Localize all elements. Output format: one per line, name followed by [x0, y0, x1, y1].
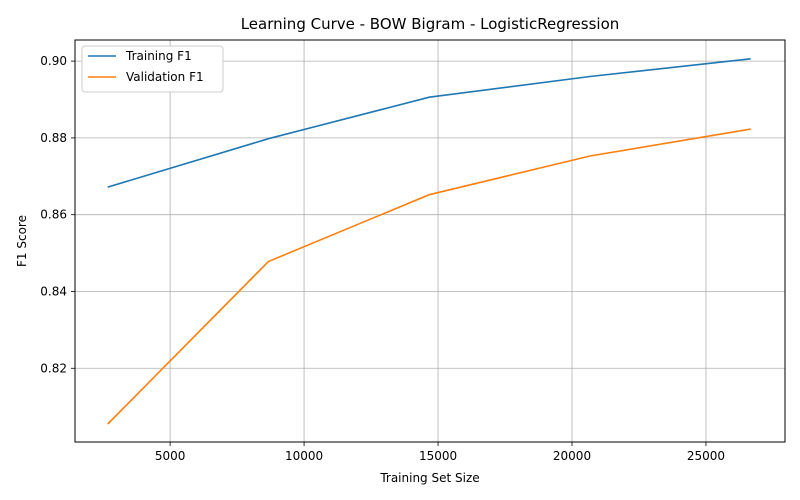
chart-title: Learning Curve - BOW Bigram - LogisticRe… [241, 15, 620, 33]
x-tick-label: 10000 [285, 449, 323, 463]
legend: Training F1 Validation F1 [81, 45, 224, 93]
plot-frame [74, 39, 786, 443]
y-tick-label: 0.82 [40, 361, 67, 375]
legend-label: Training F1 [125, 49, 192, 63]
x-tick-label: 20000 [553, 449, 591, 463]
grid [75, 40, 785, 442]
x-tick-label: 15000 [419, 449, 457, 463]
y-axis-label: F1 Score [15, 215, 29, 267]
x-tick-label: 5000 [155, 449, 186, 463]
y-tick-label: 0.86 [40, 208, 67, 222]
legend-box [81, 45, 224, 93]
series-lines [107, 58, 751, 425]
series-line-training [107, 58, 751, 188]
x-axis-label: Training Set Size [379, 471, 479, 485]
y-axis: 0.82 0.84 0.86 0.88 0.90 [40, 54, 75, 375]
legend-label: Validation F1 [126, 70, 204, 84]
y-tick-label: 0.88 [40, 131, 67, 145]
y-tick-label: 0.90 [40, 54, 67, 68]
series-line-validation [107, 128, 751, 425]
x-tick-label: 25000 [687, 449, 725, 463]
x-axis: 5000 10000 15000 20000 25000 [155, 442, 725, 463]
y-tick-label: 0.84 [40, 284, 67, 298]
